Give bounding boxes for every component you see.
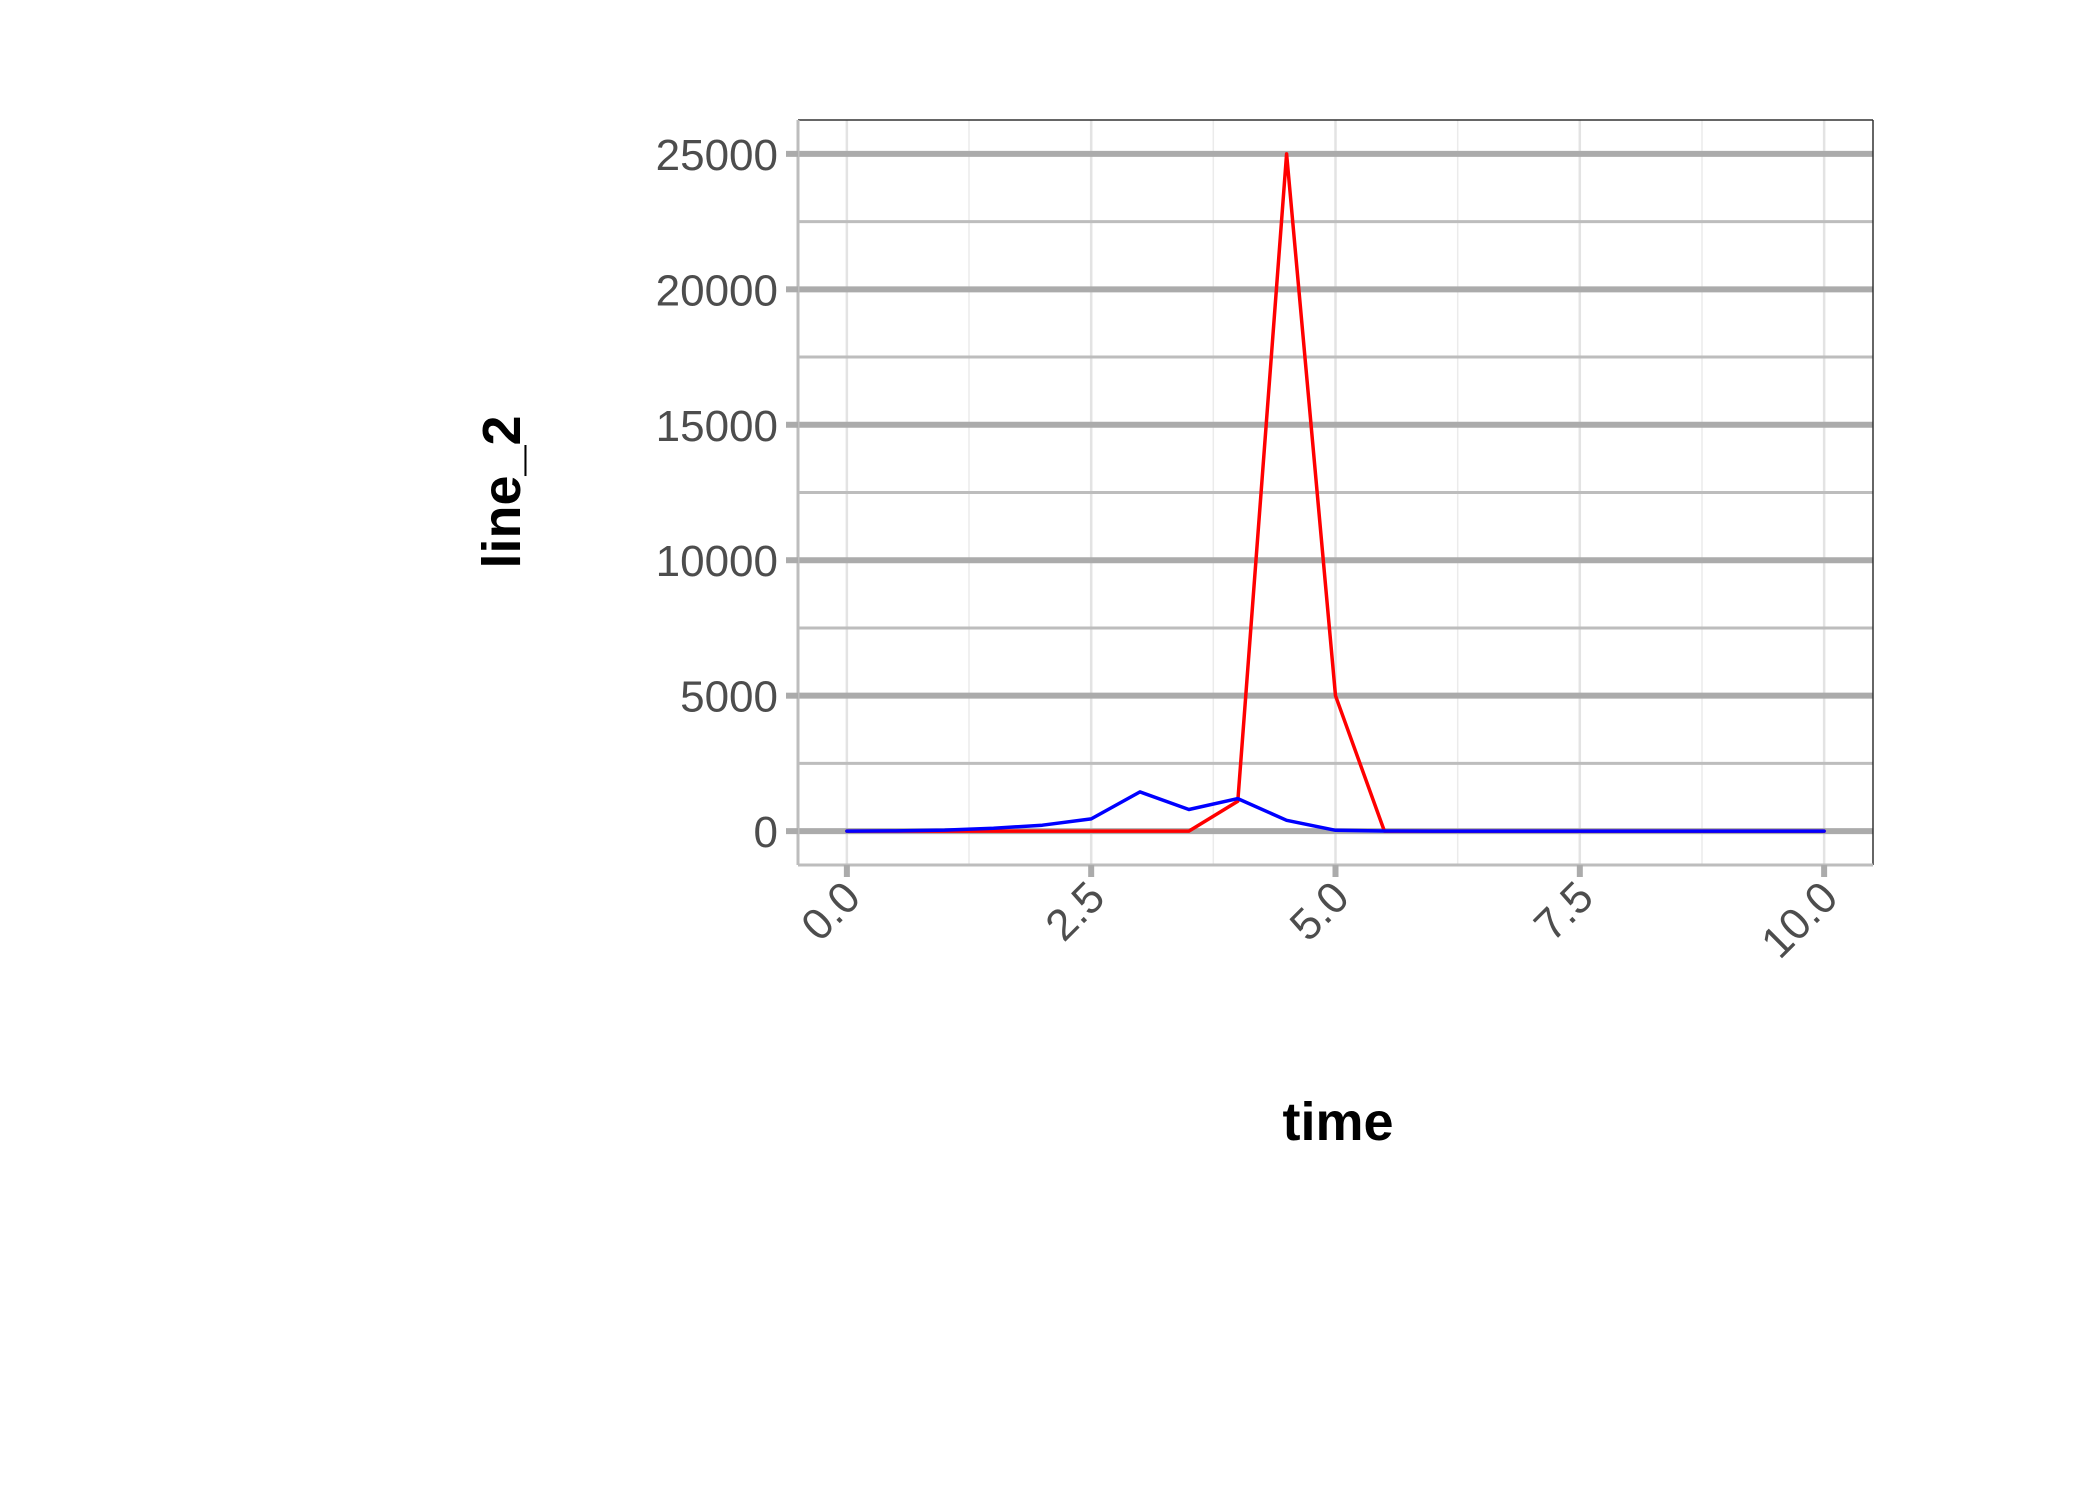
series-line-2 bbox=[845, 790, 1826, 833]
x-tick-label: 0.0 bbox=[792, 872, 870, 950]
axis-layer bbox=[786, 119, 1874, 877]
y-tick-label: 5000 bbox=[680, 673, 778, 722]
y-tick-label: 25000 bbox=[656, 131, 778, 180]
series-layer bbox=[845, 152, 1826, 833]
label-layer: 0 5000 10000 15000 20000 25000 0.0 2.5 5.0 7.5 10.… bbox=[656, 131, 1848, 968]
y-tick-label: 10000 bbox=[656, 537, 778, 586]
y-tick-label: 20000 bbox=[656, 266, 778, 315]
x-tick-label: 5.0 bbox=[1281, 872, 1359, 950]
y-tick-label: 15000 bbox=[656, 402, 778, 451]
y-tick-label: 0 bbox=[754, 808, 778, 857]
x-tick-label: 10.0 bbox=[1752, 872, 1847, 967]
x-tick-label: 7.5 bbox=[1525, 872, 1603, 950]
grid-layer bbox=[798, 120, 1873, 865]
x-tick-label: 2.5 bbox=[1036, 872, 1114, 950]
x-axis-title: time bbox=[1282, 1092, 1393, 1152]
y-axis-title: line_2 bbox=[472, 415, 532, 568]
